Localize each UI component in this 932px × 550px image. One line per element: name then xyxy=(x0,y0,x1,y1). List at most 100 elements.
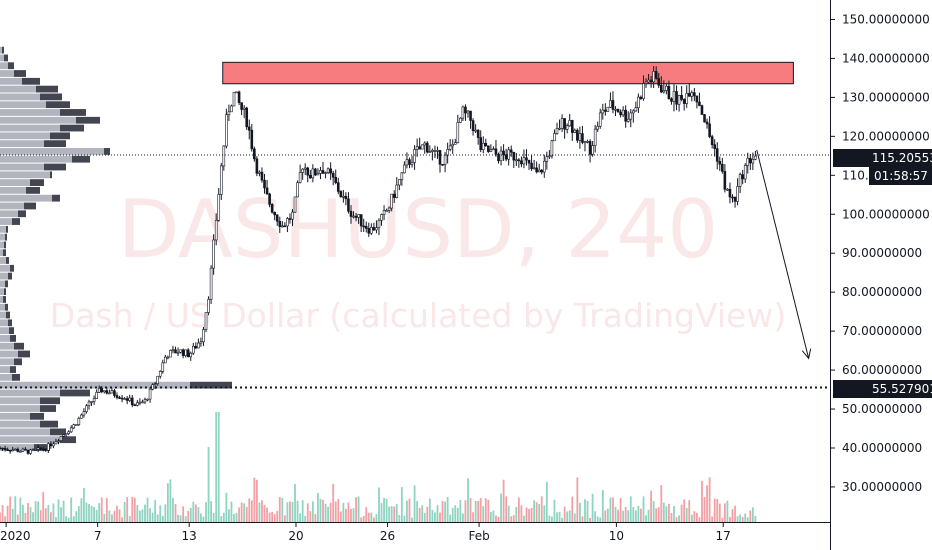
candle-body xyxy=(723,171,727,190)
profile-row-buy xyxy=(40,397,60,405)
volume-bar xyxy=(47,505,50,522)
volume-bar xyxy=(609,497,612,522)
volume-bar xyxy=(688,500,691,522)
volume-bar xyxy=(32,512,34,522)
profile-row-sell xyxy=(0,303,5,311)
volume-bar xyxy=(222,512,225,522)
x-tick-label: 13 xyxy=(182,529,197,543)
volume-bar xyxy=(647,509,650,522)
profile-row-buy xyxy=(8,272,12,280)
profile-row-sell xyxy=(0,280,5,288)
volume-bar xyxy=(154,500,157,522)
profile-row-sell xyxy=(0,264,10,272)
volume-bar xyxy=(337,499,340,522)
volume-bar xyxy=(528,508,530,522)
candle-body xyxy=(665,85,668,91)
profile-row-sell xyxy=(0,420,40,428)
candle-body xyxy=(687,93,691,97)
candle-body xyxy=(199,341,203,344)
candle-body xyxy=(349,210,353,217)
candle-body xyxy=(288,218,292,220)
candle-body xyxy=(476,129,480,138)
volume-bar xyxy=(205,502,207,522)
volume-bar xyxy=(319,498,322,522)
candle-body xyxy=(95,392,98,399)
volume-bar xyxy=(39,510,42,522)
volume-bar xyxy=(98,503,101,522)
projection-arrow[interactable] xyxy=(756,149,812,360)
candle-body xyxy=(339,191,343,198)
candle-body xyxy=(517,159,521,162)
candle-body xyxy=(629,112,633,120)
volume-bar xyxy=(177,514,179,522)
profile-row-buy xyxy=(4,241,6,249)
volume-bar xyxy=(601,490,604,522)
candle-body xyxy=(591,145,594,155)
profile-row-sell xyxy=(0,171,50,179)
profile-row-sell xyxy=(0,116,76,124)
volume-bar xyxy=(418,507,421,522)
candle-body xyxy=(550,140,554,157)
volume-bar xyxy=(250,500,253,522)
volume-bar xyxy=(95,509,98,522)
candle-body xyxy=(286,218,289,227)
candle-body xyxy=(225,114,228,147)
volume-bar xyxy=(520,505,523,522)
profile-row-sell xyxy=(0,233,5,241)
candle-body xyxy=(36,447,40,450)
candle-body xyxy=(242,107,246,110)
candle-body xyxy=(672,91,676,102)
candle-body xyxy=(148,388,152,400)
volume-bar xyxy=(253,477,256,522)
profile-row-buy xyxy=(22,77,40,85)
candle-body xyxy=(138,401,142,404)
volume-bar xyxy=(543,505,546,522)
candle-body xyxy=(522,157,526,165)
profile-row-sell xyxy=(0,101,46,109)
candle-body xyxy=(693,92,696,97)
candle-body xyxy=(499,150,503,162)
volume-bar xyxy=(342,502,345,522)
volume-bar xyxy=(701,480,703,522)
profile-row-sell xyxy=(0,218,12,225)
volume-bar xyxy=(594,511,597,522)
candle-body xyxy=(512,151,516,161)
candle-body xyxy=(387,207,391,211)
candle-body xyxy=(621,109,625,116)
candle-body xyxy=(342,195,345,198)
time-axis[interactable]: 2020 7 13 20 26 Feb 10 17 xyxy=(0,522,731,543)
volume-bar xyxy=(281,497,284,522)
price-axis[interactable]: 30.00000000 40.00000000 50.00000000 60.0000… xyxy=(830,12,930,494)
candle-body xyxy=(207,299,210,313)
volume-bar xyxy=(100,497,103,522)
volume-bar xyxy=(228,509,230,522)
profile-row-buy xyxy=(104,148,110,155)
candle-body xyxy=(728,188,732,198)
candle-body xyxy=(731,196,734,199)
candle-body xyxy=(425,142,429,153)
candle-body xyxy=(80,414,83,419)
volume-bar xyxy=(116,505,118,522)
volume-bar xyxy=(614,506,617,522)
x-tick-label: 2020 xyxy=(0,529,31,543)
candle-body xyxy=(596,125,599,130)
candle-body xyxy=(143,399,147,403)
volume-bar xyxy=(263,504,266,522)
volume-bar xyxy=(642,496,645,522)
volume-bar xyxy=(512,515,515,522)
profile-row-sell xyxy=(0,366,10,373)
candle-body xyxy=(586,140,589,143)
resistance-zone[interactable] xyxy=(222,61,794,85)
candle-body xyxy=(90,401,93,403)
candle-body xyxy=(62,434,65,437)
x-tick-label: 10 xyxy=(609,529,624,543)
candle-body xyxy=(85,405,88,412)
volume-bar xyxy=(138,510,141,522)
volume-bar xyxy=(612,497,614,522)
candle-body xyxy=(576,129,579,141)
volume-bar xyxy=(90,505,93,522)
candle-body xyxy=(270,204,274,213)
x-tick-label: 7 xyxy=(94,529,102,543)
volume-bar xyxy=(489,512,492,522)
